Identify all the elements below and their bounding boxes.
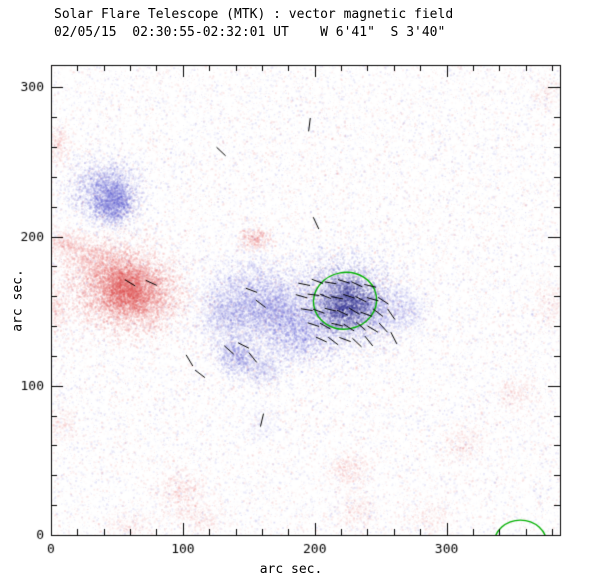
x-axis-label: arc sec.: [259, 562, 323, 577]
y-axis-label: arc sec.: [10, 269, 26, 332]
plot-title: Solar Flare Telescope (MTK) : vector mag…: [54, 7, 454, 22]
plot-subtitle: 02/05/15 02:30:55-02:32:01 UT W 6'41" S …: [54, 25, 446, 40]
